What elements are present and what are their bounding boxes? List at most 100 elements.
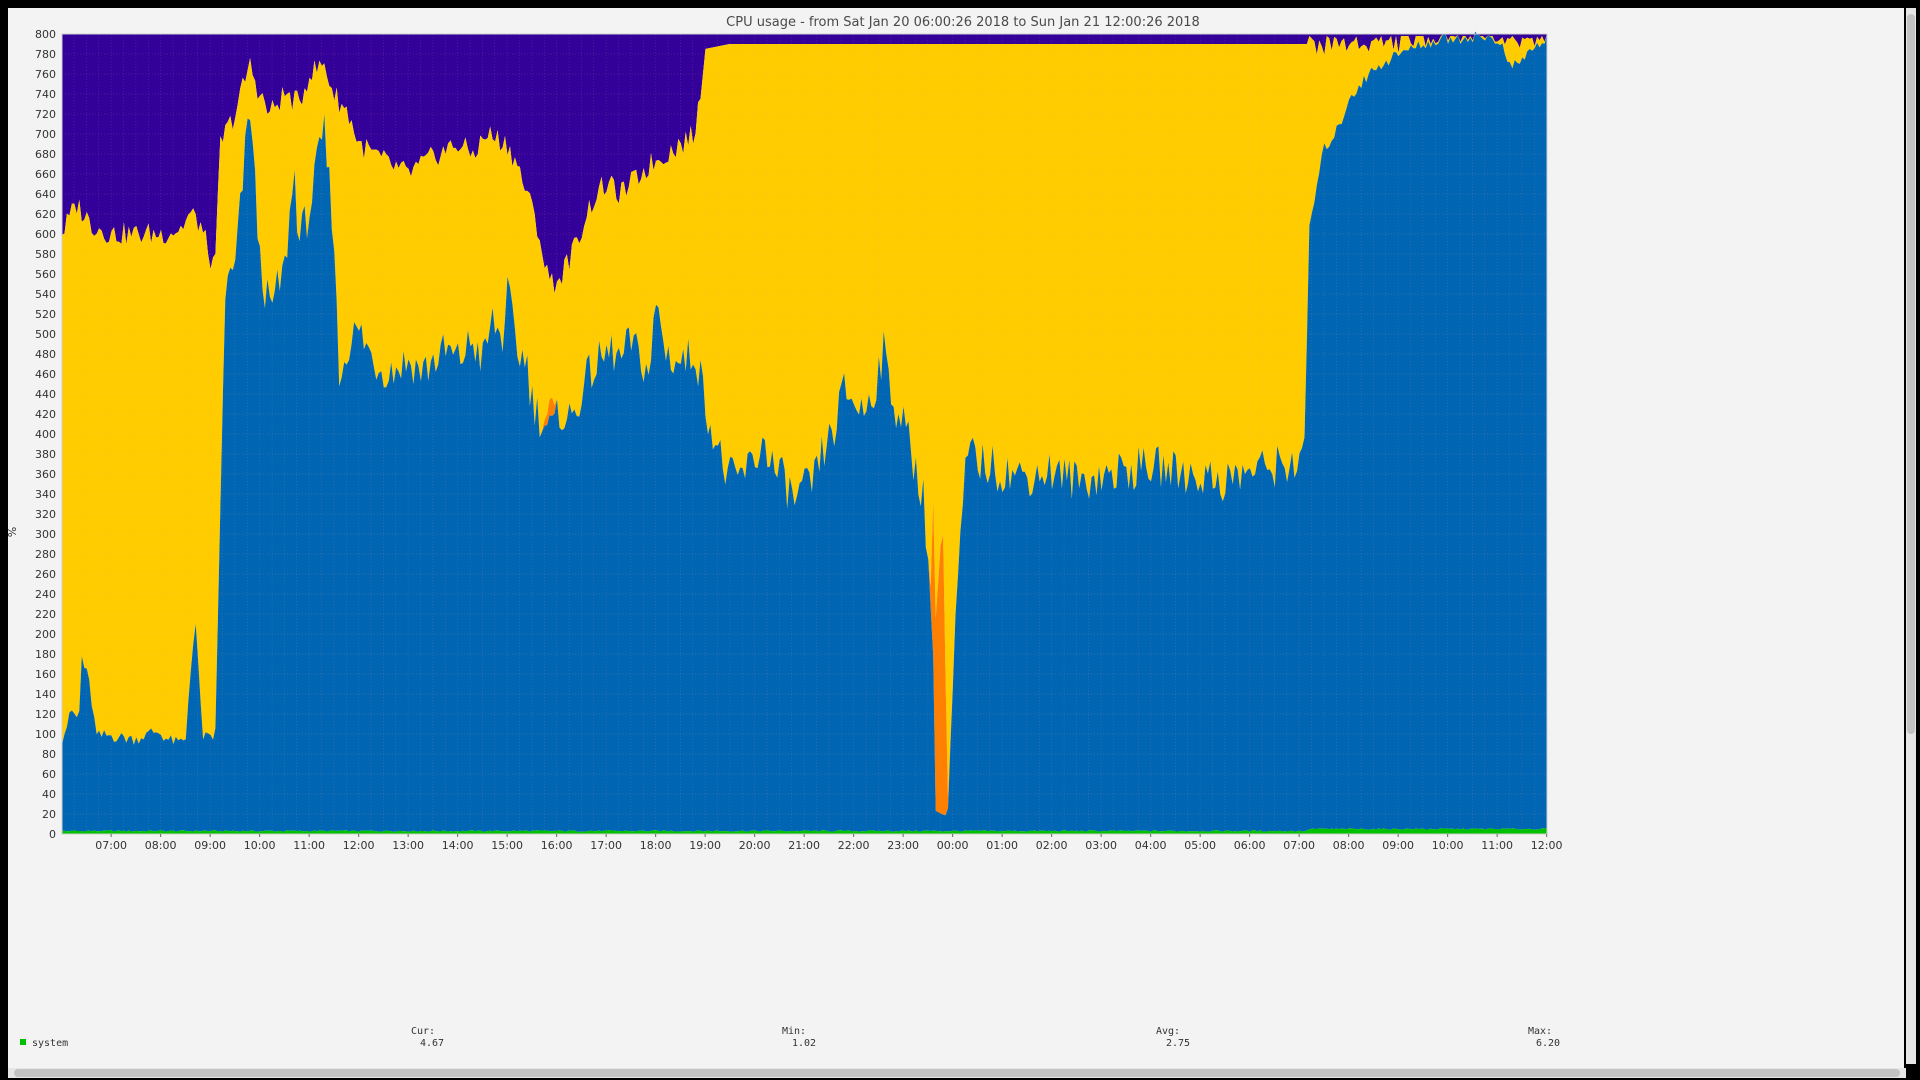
y-tick-label: 760 [35,68,56,81]
y-axis-ticks: 0 20 40 60 80 100 120 140 160 180 200 220 240 260 280 3… [35,28,56,841]
legend-cur-value: 4.67 [420,1038,444,1049]
legend-system-label: system [32,1038,68,1049]
grid-lines [62,33,1547,835]
y-tick-label: 220 [35,608,56,621]
y-tick-label: 180 [35,648,56,661]
series-nice-area [62,31,1547,799]
x-tick-label: 15:00 [491,839,523,852]
y-tick-label: 520 [35,308,56,321]
chart-title: CPU usage - from Sat Jan 20 06:00:26 201… [726,15,1200,30]
y-tick-label: 700 [35,128,56,141]
legend-max-value: 6.20 [1536,1038,1560,1049]
x-tick-label: 03:00 [1085,839,1117,852]
y-tick-label: 420 [35,408,56,421]
y-tick-label: 280 [35,548,56,561]
x-tick-label: 13:00 [392,839,424,852]
y-tick-label: 660 [35,168,56,181]
legend-min-value: 1.02 [792,1038,816,1049]
y-tick-label: 340 [35,488,56,501]
y-tick-label: 560 [35,268,56,281]
x-tick-label: 00:00 [937,839,969,852]
x-tick-label: 21:00 [788,839,820,852]
x-tick-label: 16:00 [541,839,573,852]
y-tick-label: 540 [35,288,56,301]
x-tick-label: 05:00 [1184,839,1216,852]
y-tick-label: 120 [35,708,56,721]
y-tick-label: 320 [35,508,56,521]
x-tick-label: 07:00 [95,839,127,852]
horizontal-scrollbar[interactable] [8,1068,1906,1078]
y-tick-label: 580 [35,248,56,261]
x-tick-label: 08:00 [145,839,177,852]
y-tick-label: 0 [49,828,56,841]
x-tick-label: 09:00 [194,839,226,852]
x-tick-label: 04:00 [1135,839,1167,852]
y-tick-label: 600 [35,228,56,241]
legend: system Cur: 4.67 Min: 1.02 Avg: 2.75 Max… [20,1026,1560,1049]
cpu-usage-chart: CPU usage - from Sat Jan 20 06:00:26 201… [8,8,1904,1068]
x-tick-label: 06:00 [1234,839,1266,852]
x-tick-label: 08:00 [1333,839,1365,852]
x-tick-label: 01:00 [986,839,1018,852]
x-tick-label: 11:00 [293,839,325,852]
y-tick-label: 260 [35,568,56,581]
y-tick-label: 80 [42,748,56,761]
x-tick-label: 12:00 [343,839,375,852]
x-axis-ticks: 07:00 08:00 09:00 10:00 11:00 12:00 13:00 14:00… [95,834,1563,852]
x-tick-label: 09:00 [1382,839,1414,852]
vertical-scrollbar[interactable] [1906,8,1916,1064]
x-tick-label: 10:00 [244,839,276,852]
legend-system-swatch [20,1039,26,1045]
y-tick-label: 500 [35,328,56,341]
y-tick-label: 440 [35,388,56,401]
plot-area [61,31,1548,835]
y-tick-label: 780 [35,48,56,61]
legend-min-label: Min: [782,1026,806,1037]
horizontal-scrollbar-thumb[interactable] [14,1069,1900,1077]
vertical-scrollbar-thumb[interactable] [1907,14,1915,734]
legend-max-label: Max: [1528,1026,1552,1037]
x-tick-label: 18:00 [640,839,672,852]
x-tick-label: 20:00 [739,839,771,852]
y-tick-label: 60 [42,768,56,781]
y-tick-label: 40 [42,788,56,801]
y-tick-label: 640 [35,188,56,201]
y-tick-label: 400 [35,428,56,441]
x-tick-label: 14:00 [442,839,474,852]
x-tick-label: 23:00 [887,839,919,852]
y-tick-label: 360 [35,468,56,481]
x-tick-label: 22:00 [838,839,870,852]
x-tick-label: 11:00 [1481,839,1513,852]
y-tick-label: 140 [35,688,56,701]
series-user-area [62,31,1547,832]
series-system-area [62,828,1547,834]
y-tick-label: 160 [35,668,56,681]
y-axis-label: % [8,527,19,537]
y-tick-label: 380 [35,448,56,461]
x-tick-label: 07:00 [1283,839,1315,852]
y-tick-label: 720 [35,108,56,121]
y-tick-label: 680 [35,148,56,161]
y-tick-label: 100 [35,728,56,741]
x-tick-label: 19:00 [689,839,721,852]
y-tick-label: 740 [35,88,56,101]
x-tick-label: 02:00 [1036,839,1068,852]
graph-area: CPU usage - from Sat Jan 20 06:00:26 201… [8,8,1904,1068]
y-tick-label: 300 [35,528,56,541]
y-tick-label: 800 [35,28,56,41]
y-tick-label: 480 [35,348,56,361]
y-tick-label: 20 [42,808,56,821]
series-idle-area [62,31,1547,294]
legend-cur-label: Cur: [411,1026,435,1037]
y-tick-label: 460 [35,368,56,381]
y-tick-label: 200 [35,628,56,641]
legend-avg-value: 2.75 [1166,1038,1190,1049]
y-tick-label: 240 [35,588,56,601]
legend-avg-label: Avg: [1156,1026,1180,1037]
x-tick-label: 17:00 [590,839,622,852]
y-tick-label: 620 [35,208,56,221]
x-tick-label: 10:00 [1432,839,1464,852]
x-tick-label: 12:00 [1531,839,1563,852]
